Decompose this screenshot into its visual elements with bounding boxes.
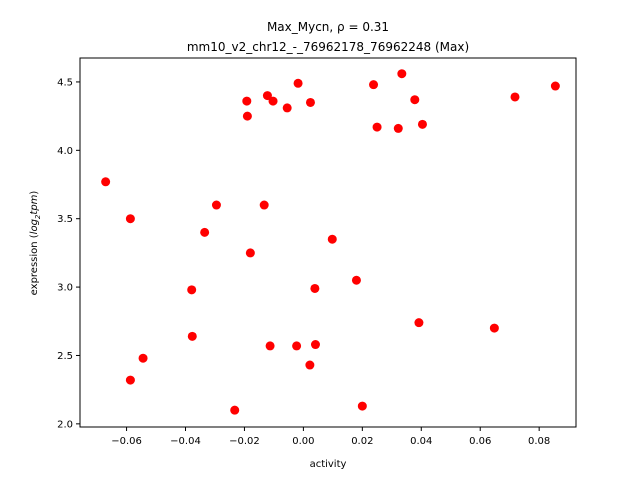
y-axis-label-sub: 2	[34, 214, 42, 219]
y-tick-label: 3.0	[57, 283, 73, 294]
data-point	[351, 275, 361, 285]
data-point	[242, 96, 252, 106]
data-point	[372, 122, 382, 132]
data-point	[510, 92, 520, 102]
y-axis-label-suffix: )	[29, 191, 40, 195]
data-point	[262, 91, 272, 101]
data-point	[327, 234, 337, 244]
data-point	[397, 69, 407, 79]
data-point	[101, 177, 111, 187]
y-tick-label: 2.0	[57, 419, 73, 430]
x-axis-ticks: −0.06 −0.04 −0.02 0.00 0.02 0.04 0.06 0.08	[111, 427, 550, 447]
x-tick-label: −0.02	[229, 436, 260, 447]
x-tick-label: 0.04	[410, 436, 432, 447]
y-tick-label: 4.5	[57, 77, 73, 88]
y-axis-label-prefix: expression (	[29, 234, 40, 295]
data-point	[305, 97, 315, 107]
y-axis-label-tpm: tpm	[29, 194, 40, 214]
y-axis-label: expression (log2tpm)	[29, 191, 42, 296]
data-point	[138, 353, 148, 363]
data-point	[200, 227, 210, 237]
data-point	[282, 103, 292, 113]
data-point	[292, 341, 302, 351]
x-tick-label: −0.04	[170, 436, 201, 447]
data-point	[230, 405, 240, 415]
data-point	[310, 340, 320, 350]
data-point	[259, 200, 269, 210]
data-point	[125, 214, 135, 224]
x-tick-label: −0.06	[111, 436, 142, 447]
plot-frame	[79, 57, 577, 428]
data-point	[265, 341, 275, 351]
chart-title-line2: mm10_v2_chr12_-_76962178_76962248 (Max)	[187, 40, 469, 54]
data-point	[187, 285, 197, 295]
data-point	[242, 111, 252, 121]
data-point	[305, 360, 315, 370]
x-tick-label: 0.02	[351, 436, 373, 447]
data-point	[417, 119, 427, 129]
data-point	[489, 323, 499, 333]
data-point	[268, 96, 278, 106]
data-point	[393, 123, 403, 133]
y-tick-label: 4.0	[57, 146, 73, 157]
data-point	[187, 331, 197, 341]
data-point	[125, 375, 135, 385]
x-axis-label: activity	[310, 459, 347, 470]
y-axis-label-log: log	[29, 219, 40, 234]
points-layer	[101, 69, 560, 415]
data-point	[211, 200, 221, 210]
x-tick-label: 0.06	[469, 436, 491, 447]
x-tick-label: 0.08	[528, 436, 550, 447]
data-point	[357, 401, 367, 411]
data-point	[310, 283, 320, 293]
data-point	[293, 78, 303, 88]
y-axis-ticks: 2.0 2.5 3.0 3.5 4.0 4.5	[57, 77, 80, 430]
y-tick-label: 3.5	[57, 214, 73, 225]
data-point	[414, 318, 424, 328]
data-point	[410, 95, 420, 105]
chart-title-line1: Max_Mycn, ρ = 0.31	[267, 20, 389, 34]
data-point	[550, 81, 560, 91]
data-point	[245, 248, 255, 258]
y-tick-label: 2.5	[57, 351, 73, 362]
x-tick-label: 0.00	[292, 436, 314, 447]
data-point	[369, 80, 379, 90]
